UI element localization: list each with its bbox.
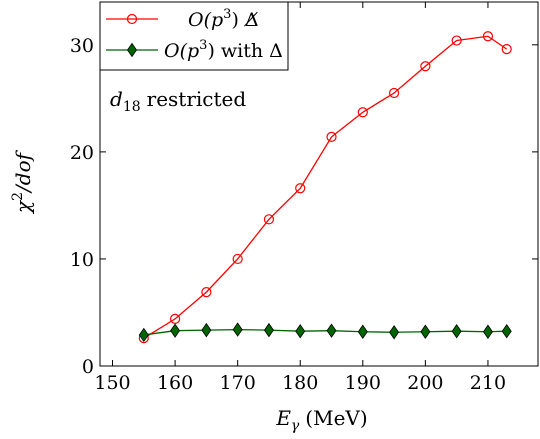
y-axis-label-sup: 2 bbox=[10, 192, 26, 201]
x-tick-label: 150 bbox=[94, 372, 130, 394]
legend-label-sup: 3 bbox=[223, 7, 231, 22]
y-tick-label: 20 bbox=[70, 142, 94, 164]
series-2-point bbox=[138, 327, 149, 343]
annotation-rest: restricted bbox=[147, 87, 247, 111]
series-1-point bbox=[263, 214, 275, 225]
x-tick-label: 210 bbox=[470, 372, 506, 394]
series-group bbox=[138, 31, 512, 344]
series-1-point bbox=[482, 31, 494, 42]
series-1-point bbox=[501, 44, 512, 55]
series-1-point bbox=[169, 313, 181, 324]
x-tick-label: 180 bbox=[282, 372, 318, 394]
series-2-point bbox=[232, 322, 243, 337]
series-1-point bbox=[357, 107, 368, 118]
legend-box bbox=[99, 1, 289, 71]
legend-label-pre: O(p bbox=[188, 9, 223, 31]
series-2-point bbox=[295, 324, 306, 339]
annotation: d18 restricted bbox=[110, 87, 246, 115]
legend-label-2: O(p3) with Δ bbox=[164, 38, 283, 62]
x-tick-label: 200 bbox=[407, 372, 443, 394]
x-axis-label: Eγ (MeV) bbox=[275, 406, 367, 434]
x-axis-label-unit: (MeV) bbox=[305, 406, 367, 430]
y-tick-label: 10 bbox=[70, 249, 94, 271]
annotation-main: d bbox=[110, 87, 123, 111]
series-1-line bbox=[143, 35, 508, 339]
y-axis-label: χ2/dof bbox=[10, 149, 35, 215]
legend-label-tail: Δ̸ bbox=[244, 9, 259, 31]
legend: O(p3) Δ̸O(p3) with Δ bbox=[99, 1, 289, 71]
series-1-point bbox=[201, 287, 212, 298]
series-1-point bbox=[326, 131, 337, 142]
series-2-point bbox=[420, 324, 431, 339]
legend-swatch-marker bbox=[127, 42, 137, 58]
series-1-point bbox=[451, 35, 462, 46]
legend-label-pre: O(p bbox=[164, 40, 199, 62]
x-tick-label: 170 bbox=[220, 372, 256, 394]
series-1-point bbox=[295, 183, 306, 194]
series-2-point bbox=[326, 323, 337, 338]
series-2-point bbox=[263, 322, 274, 338]
series-2-point bbox=[170, 323, 181, 338]
axes-group: 150 160 170 180 190 200 210 0 10 20 30 bbox=[70, 1, 539, 394]
y-tick-label: 0 bbox=[82, 356, 94, 378]
y-tick-label: 30 bbox=[70, 35, 94, 57]
series-1-point bbox=[420, 61, 431, 72]
legend-label-tail: with Δ bbox=[221, 40, 283, 62]
x-axis-label-main: E bbox=[275, 406, 291, 430]
x-tick-label: 190 bbox=[345, 372, 381, 394]
x-tick-label: 160 bbox=[157, 372, 193, 394]
series-2-point bbox=[451, 324, 462, 339]
plot-frame bbox=[99, 1, 539, 367]
series-2-point bbox=[201, 322, 212, 338]
series-2-point bbox=[482, 324, 493, 339]
legend-label-sup: 3 bbox=[199, 38, 207, 53]
series-2 bbox=[138, 322, 512, 343]
legend-swatch-marker bbox=[126, 13, 138, 25]
annotation-sub: 18 bbox=[123, 99, 141, 115]
series-2-point bbox=[357, 324, 368, 339]
series-2-point bbox=[389, 325, 400, 340]
series-1-point bbox=[388, 87, 400, 99]
legend-label-post: ) bbox=[207, 40, 214, 62]
legend-label-post: ) bbox=[231, 9, 238, 31]
legend-label-1: O(p3) Δ̸ bbox=[188, 7, 259, 31]
series-1 bbox=[138, 31, 512, 344]
series-2-point bbox=[501, 324, 512, 339]
y-axis-label-rest: /dof bbox=[11, 149, 35, 194]
x-axis-label-sub: γ bbox=[291, 418, 300, 434]
series-1-point bbox=[232, 253, 243, 265]
y-axis-label-main: χ bbox=[11, 199, 35, 215]
